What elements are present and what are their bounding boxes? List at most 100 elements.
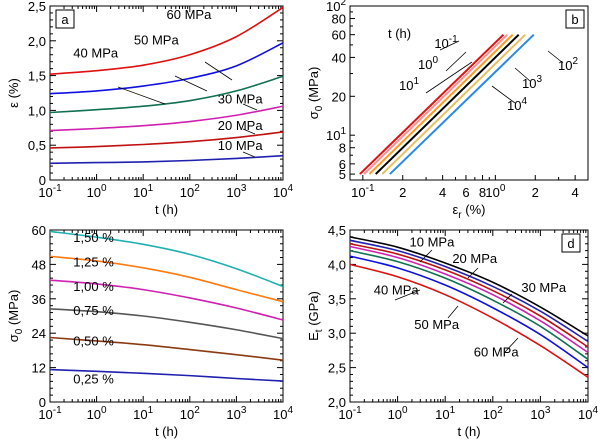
x-axis-label: t (h) [155, 202, 178, 217]
x-tick-label: 4 [572, 185, 579, 200]
series-line [349, 236, 589, 337]
x-tick-label: 10-1 [38, 183, 62, 200]
series-label: 60 MPa [167, 7, 213, 22]
series-label: 100 [418, 55, 438, 72]
series-label: 102 [558, 56, 578, 73]
series-line [359, 33, 505, 175]
x-tick-label: 8 [479, 185, 486, 200]
y-tick-label: 36 [32, 292, 46, 307]
y-tick-label: 1,5 [28, 69, 46, 84]
leader-line [117, 86, 166, 105]
x-tick-label: 100 [388, 405, 408, 422]
y-tick-label: 0 [39, 173, 46, 188]
y-tick-label: 12 [32, 361, 46, 376]
panel-tag-box [561, 233, 581, 253]
x-tick-label: 10-1 [338, 405, 362, 422]
panel-d: 10-1 100 101 102 103 104 2,0 2,5 3,0 3,5 4,0 4,5 t (… [306, 223, 598, 439]
series-label: 10 MPa [410, 235, 456, 250]
x-tick-label: 6 [462, 185, 469, 200]
series-label: 1,50 % [73, 230, 114, 245]
x-tick-label: 102 [180, 183, 200, 200]
series-line [349, 249, 589, 361]
y-tick-label: 4,5 [328, 223, 346, 238]
panel-a: 10-1 100 101 102 103 104 0 0,5 1,0 1,5 2,0 2,5 t (h)… [6, 0, 293, 217]
series-line [49, 368, 284, 382]
x-tick-label: 101 [133, 183, 153, 200]
y-tick-label: 80 [332, 12, 346, 27]
y-tick-label: 60 [332, 28, 346, 43]
series-label: 0,50 % [73, 334, 114, 349]
series-line [349, 245, 589, 354]
y-tick-label: 2,5 [328, 361, 346, 376]
leader-line [174, 75, 208, 92]
x-tick-label: 10-1 [351, 183, 375, 200]
x-tick-label: 101 [133, 405, 153, 422]
series-label: 20 MPa [452, 251, 498, 266]
leader-line [204, 61, 233, 81]
y-tick-label: 3,0 [328, 326, 346, 341]
series-label: 103 [522, 74, 542, 91]
series-line [49, 230, 284, 288]
leader-line [504, 337, 519, 353]
x-tick-label: 10-1 [38, 405, 62, 422]
x-tick-label: 104 [578, 405, 598, 422]
series-line [374, 33, 520, 175]
y-tick-label: 48 [32, 257, 46, 272]
series-label: 30 MPa [521, 280, 567, 295]
series-label: 40 MPa [73, 46, 119, 61]
y-tick-label: 2,0 [328, 395, 346, 410]
series-line [49, 75, 284, 114]
x-tick-label: 102 [483, 405, 503, 422]
series-label: 104 [507, 96, 527, 113]
series-line [49, 154, 284, 165]
plot-frame [49, 229, 284, 403]
series-label: 50 MPa [134, 32, 180, 47]
leader-line [447, 305, 459, 319]
leader-line [445, 51, 467, 72]
plot-frame [349, 5, 589, 181]
x-tick-label: 103 [226, 405, 246, 422]
series-line [49, 6, 284, 76]
y-tick-label: 0,5 [28, 138, 46, 153]
series-line [49, 131, 284, 149]
y-tick-label: 20 [332, 89, 346, 104]
y-tick-label: 60 [32, 223, 46, 238]
series-label: 0,25 % [73, 371, 114, 386]
y-axis-label: σ0 (MPa) [6, 290, 25, 343]
x-tick-label: 2 [399, 185, 406, 200]
series-label: 50 MPa [414, 317, 460, 332]
y-tick-label: 40 [332, 50, 346, 65]
y-axis-label: Et (GPa) [306, 291, 325, 341]
x-tick-label: 100 [87, 183, 107, 200]
panel-tag-box [565, 9, 585, 29]
x-tick-label: 100 [485, 183, 505, 200]
y-tick-label: 101 [326, 126, 346, 143]
leader-line [514, 67, 531, 82]
x-tick-label: 100 [87, 405, 107, 422]
series-label: 0,75 % [73, 303, 114, 318]
series-line [49, 105, 284, 132]
series-line [49, 279, 284, 321]
y-tick-label: 1,0 [28, 103, 46, 118]
series-line [349, 242, 589, 348]
series-line [349, 255, 589, 369]
panel-tag: b [571, 12, 578, 27]
leader-line [242, 151, 256, 158]
x-tick-label: 104 [273, 405, 293, 422]
y-tick-label: 8 [339, 141, 346, 156]
x-tick-label: 2 [532, 185, 539, 200]
y-tick-label: 2,5 [28, 0, 46, 14]
leader-line [425, 61, 473, 94]
series-label: 10 MPa [218, 138, 264, 153]
series-label: 30 MPa [218, 91, 264, 106]
series-line [49, 255, 284, 303]
leader-line [242, 103, 258, 111]
series-label: 60 MPa [474, 345, 520, 360]
y-tick-label: 102 [326, 0, 346, 14]
x-tick-label: 103 [226, 183, 246, 200]
panel-tag: d [567, 236, 574, 251]
series-label: 40 MPa [374, 283, 420, 298]
y-axis-label: ε (%) [6, 78, 21, 108]
leader-line [547, 50, 564, 64]
series-line [363, 33, 508, 175]
